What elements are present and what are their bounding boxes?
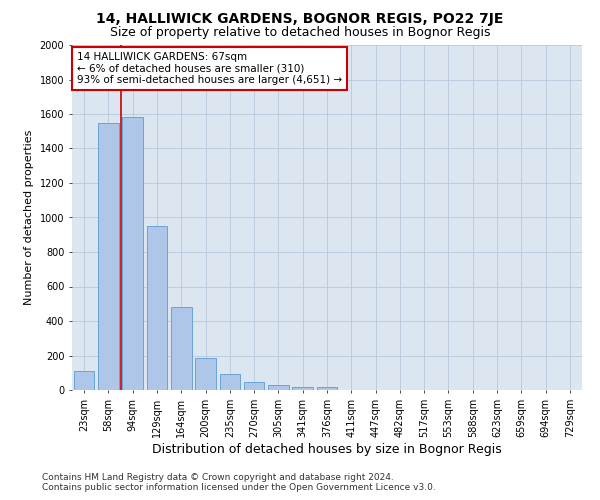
Text: 14 HALLIWICK GARDENS: 67sqm
← 6% of detached houses are smaller (310)
93% of sem: 14 HALLIWICK GARDENS: 67sqm ← 6% of deta… [77,52,342,85]
Bar [317,386,337,390]
Bar [292,386,313,390]
Bar [244,382,265,390]
Y-axis label: Number of detached properties: Number of detached properties [24,130,34,305]
Bar [268,385,289,390]
Bar [171,307,191,390]
Bar [146,226,167,390]
Bar [220,374,240,390]
Text: Contains HM Land Registry data © Crown copyright and database right 2024.
Contai: Contains HM Land Registry data © Crown c… [42,473,436,492]
X-axis label: Distribution of detached houses by size in Bognor Regis: Distribution of detached houses by size … [152,442,502,456]
Bar [74,371,94,390]
Bar [122,118,143,390]
Bar [195,358,216,390]
Bar [98,122,119,390]
Text: 14, HALLIWICK GARDENS, BOGNOR REGIS, PO22 7JE: 14, HALLIWICK GARDENS, BOGNOR REGIS, PO2… [97,12,503,26]
Text: Size of property relative to detached houses in Bognor Regis: Size of property relative to detached ho… [110,26,490,39]
